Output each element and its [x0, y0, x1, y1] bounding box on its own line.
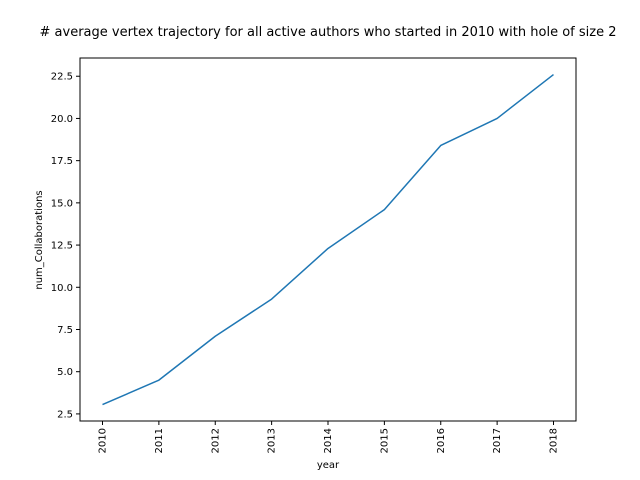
x-axis-label: year	[317, 460, 340, 471]
y-axis-label: num_Collaborations	[34, 190, 45, 289]
x-tick-label: 2016	[436, 428, 447, 453]
x-tick-label: 2014	[323, 428, 334, 453]
y-axis: 2.5 5.0 7.5 10.0 12.5 15.0 17.5 20.0 22.5	[51, 72, 80, 420]
y-tick-label: 5.0	[57, 367, 73, 378]
x-tick-label: 2017	[492, 428, 503, 453]
x-tick-label: 2018	[549, 428, 560, 453]
y-tick-label: 12.5	[51, 241, 73, 252]
y-tick-label: 15.0	[51, 198, 73, 209]
x-tick-label: 2011	[154, 428, 165, 453]
y-tick-label: 10.0	[51, 283, 73, 294]
y-tick-label: 20.0	[51, 114, 73, 125]
chart-title: # average vertex trajectory for all acti…	[40, 25, 617, 40]
y-tick-label: 22.5	[51, 72, 73, 83]
y-tick-label: 7.5	[57, 325, 73, 336]
x-axis: 2010 2011 2012 2013 2014 2015 2016 2017 2018	[98, 421, 560, 453]
x-tick-label: 2012	[210, 428, 221, 453]
x-tick-label: 2010	[98, 428, 109, 453]
x-tick-label: 2013	[267, 428, 278, 453]
series-line	[102, 73, 554, 406]
y-tick-label: 17.5	[51, 156, 73, 167]
series-group	[102, 73, 554, 406]
y-tick-label: 2.5	[57, 409, 73, 420]
x-tick-label: 2015	[379, 428, 390, 453]
plot-area	[79, 57, 577, 422]
